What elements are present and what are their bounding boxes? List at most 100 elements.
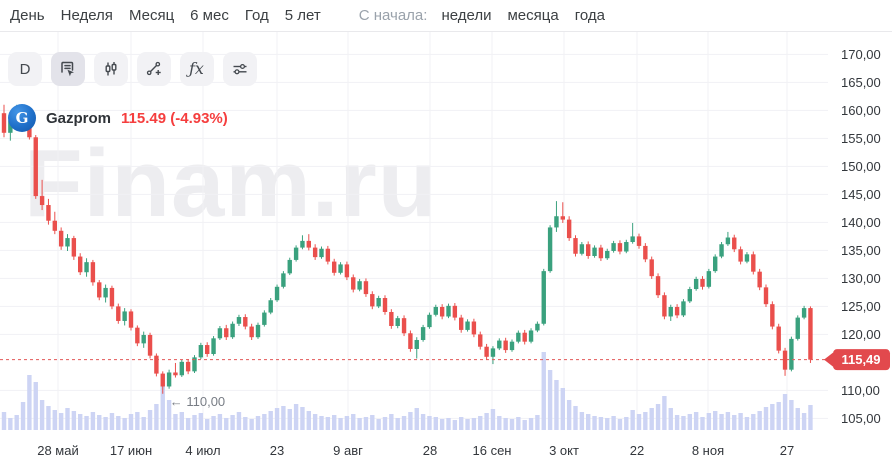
candle bbox=[808, 308, 813, 360]
candle bbox=[154, 355, 159, 374]
volume-bar bbox=[408, 412, 413, 430]
volume-bar bbox=[135, 412, 140, 430]
candle bbox=[478, 334, 483, 347]
volume-bar bbox=[274, 408, 280, 430]
volume-bar bbox=[58, 413, 64, 430]
volume-bar bbox=[166, 400, 172, 430]
price-axis-label: 160,00 bbox=[841, 103, 881, 118]
settings-button[interactable] bbox=[223, 52, 257, 86]
price-axis-label: 135,00 bbox=[841, 243, 881, 258]
candle bbox=[135, 327, 140, 344]
object-tree-button[interactable] bbox=[51, 52, 85, 86]
candle bbox=[573, 238, 578, 254]
volume-bar bbox=[687, 414, 692, 430]
volume-bar bbox=[795, 408, 800, 430]
date-axis-label: 23 bbox=[270, 443, 284, 458]
candle bbox=[116, 306, 121, 321]
volume-bar bbox=[14, 415, 19, 430]
since-month[interactable]: месяца bbox=[507, 7, 559, 24]
gazprom-logo-icon: G bbox=[8, 104, 36, 132]
candle bbox=[192, 357, 197, 372]
volume-bar bbox=[516, 417, 521, 430]
candle bbox=[211, 338, 216, 354]
candle bbox=[262, 312, 267, 325]
candle bbox=[344, 264, 350, 278]
indicators-button[interactable]: ƒx bbox=[180, 52, 214, 86]
volume-bar bbox=[185, 418, 191, 430]
volume-bar bbox=[205, 419, 210, 430]
volume-bar bbox=[808, 405, 813, 430]
candle bbox=[579, 244, 585, 254]
volume-bar bbox=[65, 408, 70, 430]
candle bbox=[586, 244, 591, 256]
chart-type-button[interactable] bbox=[94, 52, 128, 86]
candle bbox=[179, 361, 184, 376]
volume-bar bbox=[128, 414, 134, 430]
candle bbox=[738, 249, 743, 262]
volume-bar bbox=[306, 411, 311, 430]
volume-bar bbox=[224, 418, 229, 430]
volume-bar bbox=[192, 415, 197, 430]
candle bbox=[236, 317, 242, 324]
period-day[interactable]: День bbox=[10, 7, 45, 24]
candle bbox=[287, 259, 292, 274]
chart-area[interactable]: Finam.ru 170,00 165,00 160,00 155,00 150,00 1… bbox=[0, 32, 892, 472]
volume-bar bbox=[547, 370, 553, 430]
volume-bar bbox=[382, 417, 388, 430]
price-axis-label: 105,00 bbox=[841, 411, 881, 426]
period-year[interactable]: Год bbox=[244, 7, 269, 24]
instrument-price-change: 115.49 (-4.93%) bbox=[121, 109, 228, 127]
svg-text:115,49: 115,49 bbox=[841, 352, 880, 367]
since-week[interactable]: недели bbox=[441, 7, 492, 24]
candle bbox=[382, 298, 388, 312]
volume-bar bbox=[668, 408, 673, 430]
sliders-icon bbox=[233, 63, 247, 75]
candle bbox=[446, 305, 451, 317]
since-year[interactable]: года bbox=[574, 7, 605, 24]
candle bbox=[662, 295, 667, 317]
period-5y[interactable]: 5 лет bbox=[284, 7, 321, 24]
volume-bar bbox=[630, 410, 635, 430]
interval-button[interactable]: D bbox=[8, 52, 42, 86]
candle bbox=[636, 236, 642, 246]
drawing-tools-button[interactable] bbox=[137, 52, 171, 86]
date-axis-label: 22 bbox=[630, 443, 644, 458]
candle bbox=[274, 286, 280, 301]
candle bbox=[217, 328, 223, 339]
period-6m[interactable]: 6 мес bbox=[190, 7, 229, 24]
candle bbox=[719, 244, 724, 257]
candle bbox=[528, 330, 534, 342]
candle bbox=[65, 238, 70, 247]
candle bbox=[205, 345, 210, 354]
candle bbox=[611, 243, 616, 251]
period-toolbar: День Неделя Месяц 6 мес Год 5 лет С нача… bbox=[0, 0, 892, 32]
candle bbox=[46, 205, 51, 221]
volume-bar bbox=[459, 417, 464, 430]
volume-bar bbox=[738, 413, 743, 430]
volume-bar bbox=[351, 414, 356, 430]
candle bbox=[58, 230, 64, 247]
candle bbox=[598, 247, 604, 259]
volume-bar bbox=[471, 418, 477, 430]
candle bbox=[39, 196, 45, 206]
instrument-legend: G Gazprom 115.49 (-4.93%) bbox=[8, 104, 228, 132]
candle bbox=[109, 287, 115, 307]
volume-bar bbox=[281, 406, 286, 430]
period-month[interactable]: Месяц bbox=[128, 7, 175, 24]
price-chart-canvas[interactable]: 170,00 165,00 160,00 155,00 150,00 145,00 140,… bbox=[0, 32, 892, 472]
volume-bar bbox=[579, 412, 585, 430]
candle bbox=[224, 328, 229, 338]
volume-bar bbox=[776, 402, 781, 430]
candles[interactable] bbox=[1, 104, 813, 394]
candle bbox=[471, 321, 477, 335]
date-axis-label: 27 bbox=[780, 443, 794, 458]
period-week[interactable]: Неделя bbox=[60, 7, 113, 24]
date-axis-label: 28 май bbox=[37, 443, 79, 458]
instrument-name[interactable]: Gazprom bbox=[46, 109, 112, 127]
candle bbox=[78, 256, 83, 273]
volume-bar bbox=[605, 418, 610, 430]
since-label: С начала: bbox=[358, 7, 428, 24]
volume-bar bbox=[71, 411, 77, 430]
volume-bar bbox=[719, 414, 724, 430]
candle bbox=[408, 333, 413, 349]
